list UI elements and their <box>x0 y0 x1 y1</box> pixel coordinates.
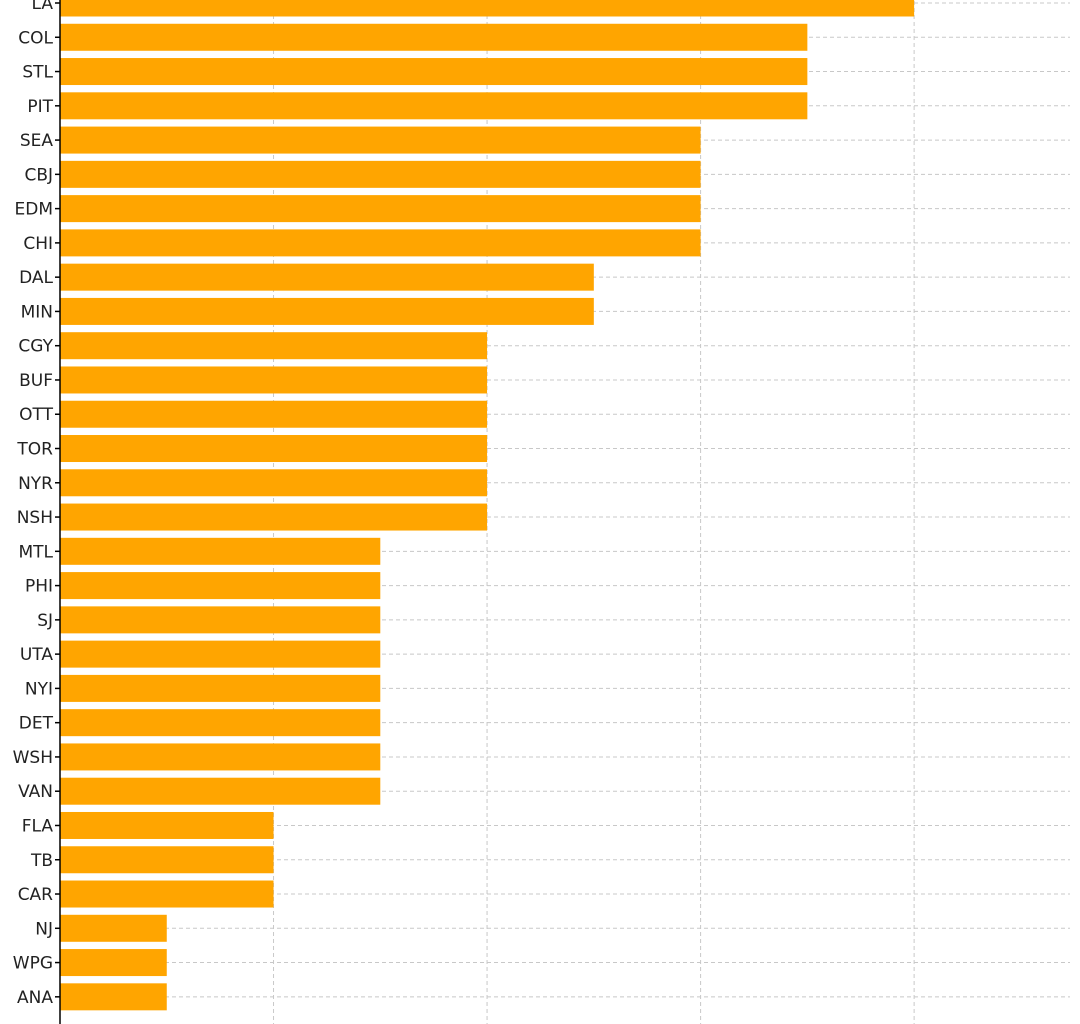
bar-sj <box>60 606 381 634</box>
y-tick-label-chi: CHI <box>23 234 53 254</box>
bar-edm <box>60 195 701 223</box>
bar-car <box>60 880 274 908</box>
y-tick-label-buf: BUF <box>19 371 53 391</box>
y-tick-label-tor: TOR <box>16 440 53 460</box>
y-tick-label-min: MIN <box>21 302 53 322</box>
bar-chi <box>60 229 701 257</box>
y-tick-label-fla: FLA <box>22 816 54 836</box>
y-tick-label-ana: ANA <box>17 988 53 1008</box>
bar-ana <box>60 983 167 1011</box>
y-tick-label-sj: SJ <box>37 611 53 631</box>
y-tick-label-stl: STL <box>22 63 53 83</box>
bar-pit <box>60 92 808 120</box>
bar-col <box>60 23 808 51</box>
bar-mtl <box>60 537 381 565</box>
bar-nyi <box>60 674 381 702</box>
y-tick-label-wpg: WPG <box>13 954 53 974</box>
y-tick-label-phi: PHI <box>25 577 53 597</box>
y-tick-label-nsh: NSH <box>17 508 53 528</box>
y-tick-label-mtl: MTL <box>18 542 53 562</box>
y-tick-label-nj: NJ <box>35 919 53 939</box>
y-tick-label-sea: SEA <box>20 131 54 151</box>
y-tick-label-cgy: CGY <box>18 337 53 357</box>
y-tick-label-tb: TB <box>30 851 53 871</box>
bar-tb <box>60 846 274 874</box>
bar-cgy <box>60 332 488 360</box>
bar-van <box>60 777 381 805</box>
bar-wpg <box>60 949 167 977</box>
bar-nyr <box>60 469 488 497</box>
y-tick-label-det: DET <box>19 714 54 734</box>
bar-fla <box>60 811 274 839</box>
y-tick-label-uta: UTA <box>20 645 54 665</box>
y-tick-label-cbj: CBJ <box>24 165 53 185</box>
y-tick-label-edm: EDM <box>15 200 54 220</box>
bar-min <box>60 297 594 325</box>
bar-phi <box>60 572 381 600</box>
bar-tor <box>60 435 488 463</box>
y-tick-label-nyi: NYI <box>25 679 53 699</box>
y-tick-label-nyr: NYR <box>18 474 53 494</box>
bar-layer <box>60 0 915 1011</box>
y-tick-label-col: COL <box>18 28 53 48</box>
bar-cbj <box>60 160 701 188</box>
bar-la <box>60 0 915 17</box>
bar-nsh <box>60 503 488 531</box>
bar-stl <box>60 58 808 86</box>
bar-dal <box>60 263 594 291</box>
axis-layer <box>55 0 61 1024</box>
bar-ott <box>60 400 488 428</box>
y-tick-label-van: VAN <box>18 782 53 802</box>
bar-det <box>60 709 381 737</box>
label-layer: LA COL STL PIT SEA CBJ EDM CHI DAL MIN CGY BUF OTT TO… <box>13 0 54 1008</box>
y-tick-label-dal: DAL <box>19 268 53 288</box>
bar-sea <box>60 126 701 154</box>
y-tick-label-car: CAR <box>18 885 53 905</box>
y-tick-label-ott: OTT <box>19 405 53 425</box>
y-tick-label-wsh: WSH <box>13 748 53 768</box>
bar-buf <box>60 366 488 394</box>
bar-uta <box>60 640 381 668</box>
y-tick-label-la: LA <box>32 0 54 14</box>
bar-nj <box>60 914 167 942</box>
bar-wsh <box>60 743 381 771</box>
y-tick-label-pit: PIT <box>27 97 53 117</box>
